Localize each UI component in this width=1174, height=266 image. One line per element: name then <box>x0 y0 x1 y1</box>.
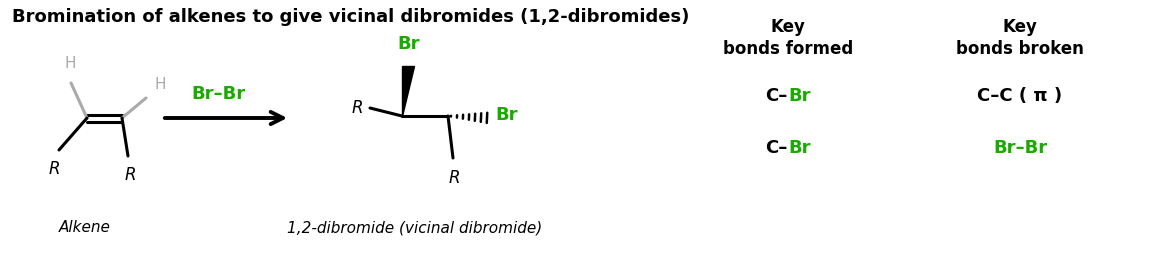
Text: H: H <box>154 77 166 92</box>
Text: Br: Br <box>398 35 420 53</box>
Text: R: R <box>124 166 136 184</box>
Text: Br: Br <box>495 106 518 124</box>
Text: R: R <box>48 160 60 178</box>
Text: Br: Br <box>788 87 810 105</box>
Text: C–: C– <box>765 139 788 157</box>
Text: R: R <box>448 169 460 187</box>
Text: H: H <box>65 56 76 71</box>
Text: Br–Br: Br–Br <box>191 85 245 103</box>
Text: Br–Br: Br–Br <box>993 139 1047 157</box>
Text: Key
bonds formed: Key bonds formed <box>723 18 853 58</box>
Text: Key
bonds broken: Key bonds broken <box>956 18 1084 58</box>
Text: C–C ( π ): C–C ( π ) <box>978 87 1062 105</box>
Text: Alkene: Alkene <box>59 221 110 235</box>
Text: R: R <box>351 99 363 117</box>
Text: 1,2-dibromide (vicinal dibromide): 1,2-dibromide (vicinal dibromide) <box>288 221 542 235</box>
Text: Br: Br <box>788 139 810 157</box>
Text: Bromination of alkenes to give vicinal dibromides (1,2-dibromides): Bromination of alkenes to give vicinal d… <box>12 8 689 26</box>
Polygon shape <box>402 66 414 116</box>
Text: C–: C– <box>765 87 788 105</box>
